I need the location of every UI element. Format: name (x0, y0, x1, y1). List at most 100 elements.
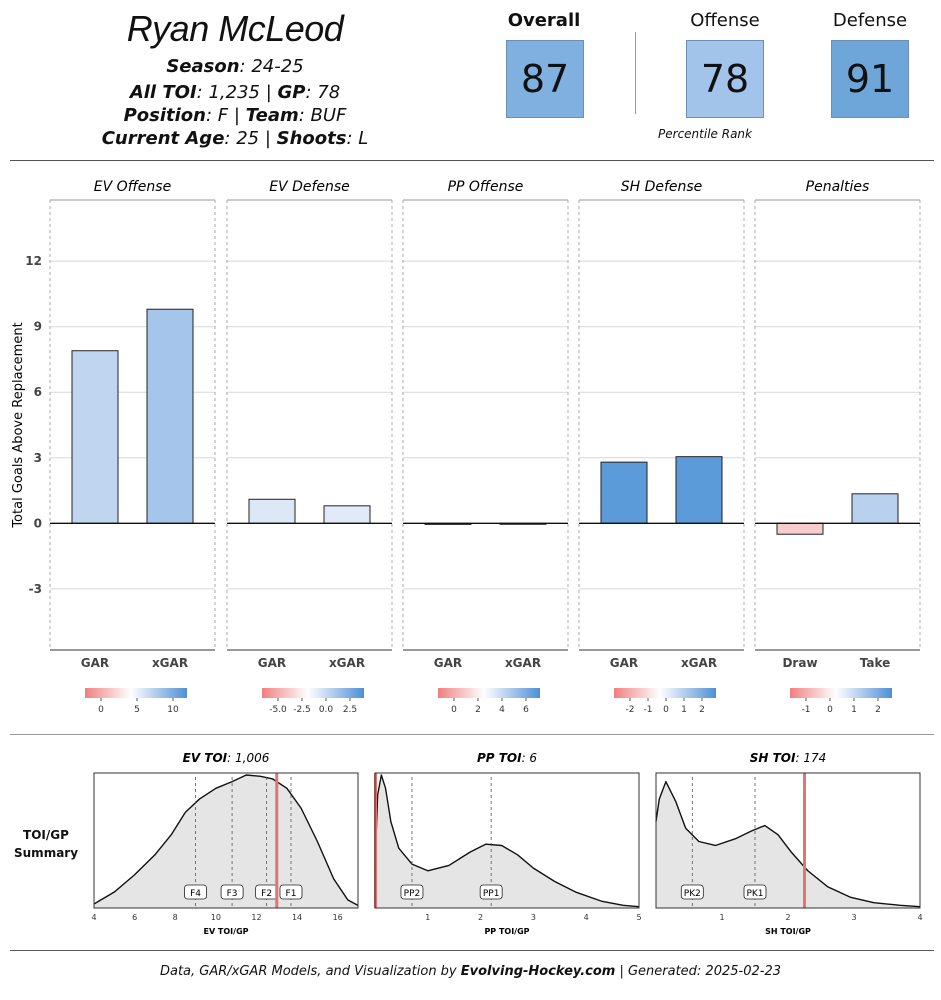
defense-score-box: 91 (831, 40, 909, 118)
age-line: Current Age: 25 | Shoots: L (101, 128, 369, 149)
player-name: Ryan McLeod (126, 8, 344, 49)
legend-tick-label: 5 (134, 705, 140, 715)
bar-gar (71, 350, 119, 524)
color-legend-bar (438, 688, 540, 698)
color-legend-bar (262, 688, 364, 698)
legend-tick-label: 0 (663, 705, 669, 715)
season-line: Season: 24-25 (166, 56, 304, 77)
legend-tick-label: 0 (98, 705, 104, 715)
x-tick-label: 8 (173, 913, 178, 922)
color-legend-bar (614, 688, 716, 698)
role-marker-label: F3 (227, 889, 238, 899)
legend-tick-label: 2 (699, 705, 705, 715)
toi-line: All TOI: 1,235 | GP: 78 (129, 82, 341, 103)
legend-tick-label: 0 (451, 705, 457, 715)
y-tick-label: 9 (34, 320, 42, 334)
y-tick-label: 0 (34, 516, 42, 530)
overall-label: Overall (507, 10, 581, 31)
x-tick-label: 14 (292, 913, 302, 922)
x-tick-label: GAR (258, 656, 286, 670)
toi-panel-2: SH TOI: 174 PK2 PK1 1 2 3 4 SH TOI/GP (655, 751, 923, 936)
toi-panel-frame (93, 772, 359, 909)
toi-title-label: SH TOI (750, 751, 796, 765)
color-legend-bar (85, 688, 187, 698)
legend-tick-label: 0 (827, 705, 833, 715)
x-tick-label: 10 (211, 913, 221, 922)
legend-tick-label: 0.0 (319, 705, 334, 715)
role-marker-box (184, 884, 207, 900)
x-tick-label: 5 (636, 913, 641, 922)
role-marker-label: F2 (261, 889, 272, 899)
panel-ev-offense: EV Offense GAR xGAR 0 5 10 (49, 179, 216, 715)
legend-tick-label: -5.0 (269, 705, 287, 715)
y-tick-label: 3 (34, 451, 42, 465)
legend-tick-label: 10 (167, 705, 179, 715)
bar-xgar (675, 456, 723, 524)
y-tick-label: 6 (34, 385, 42, 399)
x-tick-label: xGAR (681, 656, 717, 670)
gar-bar-chart: Total Goals Above Replacement-3036912EV … (11, 179, 921, 715)
panel-penalties: Penalties Draw Take -1 0 1 2 (754, 179, 921, 715)
overall-score-box: 87 (506, 40, 584, 118)
bar-xgar (146, 308, 194, 524)
y-tick-label: -3 (29, 582, 42, 596)
role-marker-label: F1 (286, 889, 297, 899)
toi-title-value: : 1,006 (227, 751, 270, 765)
legend-tick-label: 6 (523, 705, 529, 715)
x-tick-label: 3 (851, 913, 856, 922)
x-tick-label: 4 (584, 913, 589, 922)
percentile-caption: Percentile Rank (658, 127, 752, 141)
toi-panel-title: EV TOI: 1,006 (183, 751, 270, 765)
role-marker-box (400, 884, 424, 900)
legend-tick-label: 2 (475, 705, 481, 715)
panel-title: EV Defense (269, 179, 350, 195)
panel-sh-defense: SH Defense GAR xGAR -2 -1 0 1 2 (578, 179, 745, 715)
score-divider (635, 32, 636, 114)
bar-xgar (323, 505, 371, 524)
x-tick-label: Take (860, 656, 891, 670)
x-axis-label: PP TOI/GP (484, 927, 529, 936)
x-tick-label: xGAR (505, 656, 541, 670)
bar-gar (600, 461, 648, 524)
x-tick-label: 16 (333, 913, 343, 922)
toi-title-label: EV TOI (183, 751, 228, 765)
role-marker-box (743, 884, 767, 900)
offense-score-box: 78 (686, 40, 764, 118)
density-area (94, 775, 358, 908)
defense-label: Defense (832, 10, 908, 31)
x-tick-label: Draw (782, 656, 817, 670)
panel-pp-offense: PP Offense GAR xGAR 0 2 4 6 (402, 179, 569, 715)
x-tick-label: GAR (434, 656, 462, 670)
x-tick-label: 4 (91, 913, 96, 922)
role-marker-label: F4 (190, 889, 201, 899)
role-marker-box (220, 884, 244, 900)
legend-tick-label: 2.5 (343, 705, 357, 715)
color-legend-bar (790, 688, 892, 698)
x-tick-label: 2 (785, 913, 790, 922)
role-marker-box (279, 884, 303, 900)
x-tick-label: GAR (610, 656, 638, 670)
density-line (655, 780, 921, 908)
role-marker-label: PK2 (684, 889, 701, 899)
x-tick-label: GAR (81, 656, 109, 670)
offense-label: Offense (690, 10, 760, 31)
position-line: Position: F | Team: BUF (123, 105, 347, 126)
density-area (656, 781, 920, 908)
x-tick-label: xGAR (152, 656, 188, 670)
role-marker-box (680, 884, 704, 900)
toi-title-label: PP TOI (477, 751, 522, 765)
panel-title: EV Offense (94, 179, 171, 195)
bar-gar (248, 498, 296, 524)
toi-panel-0: EV TOI: 1,006 F4 F3 F2 F1 4 6 8 10 12 14 16 EV TOI/G… (91, 751, 359, 936)
legend-tick-label: -2.5 (293, 705, 311, 715)
density-area (375, 775, 639, 908)
role-marker-label: PP1 (483, 889, 500, 899)
toi-summary-label: TOI/GP Summary (14, 828, 79, 860)
panel-title: SH Defense (621, 179, 703, 195)
legend-tick-label: -1 (644, 705, 653, 715)
x-tick-label: 2 (478, 913, 483, 922)
footer-site-link[interactable]: Evolving-Hockey.com (460, 964, 616, 979)
legend-tick-label: 1 (681, 705, 687, 715)
legend-tick-label: -2 (626, 705, 635, 715)
legend-tick-label: 1 (851, 705, 857, 715)
